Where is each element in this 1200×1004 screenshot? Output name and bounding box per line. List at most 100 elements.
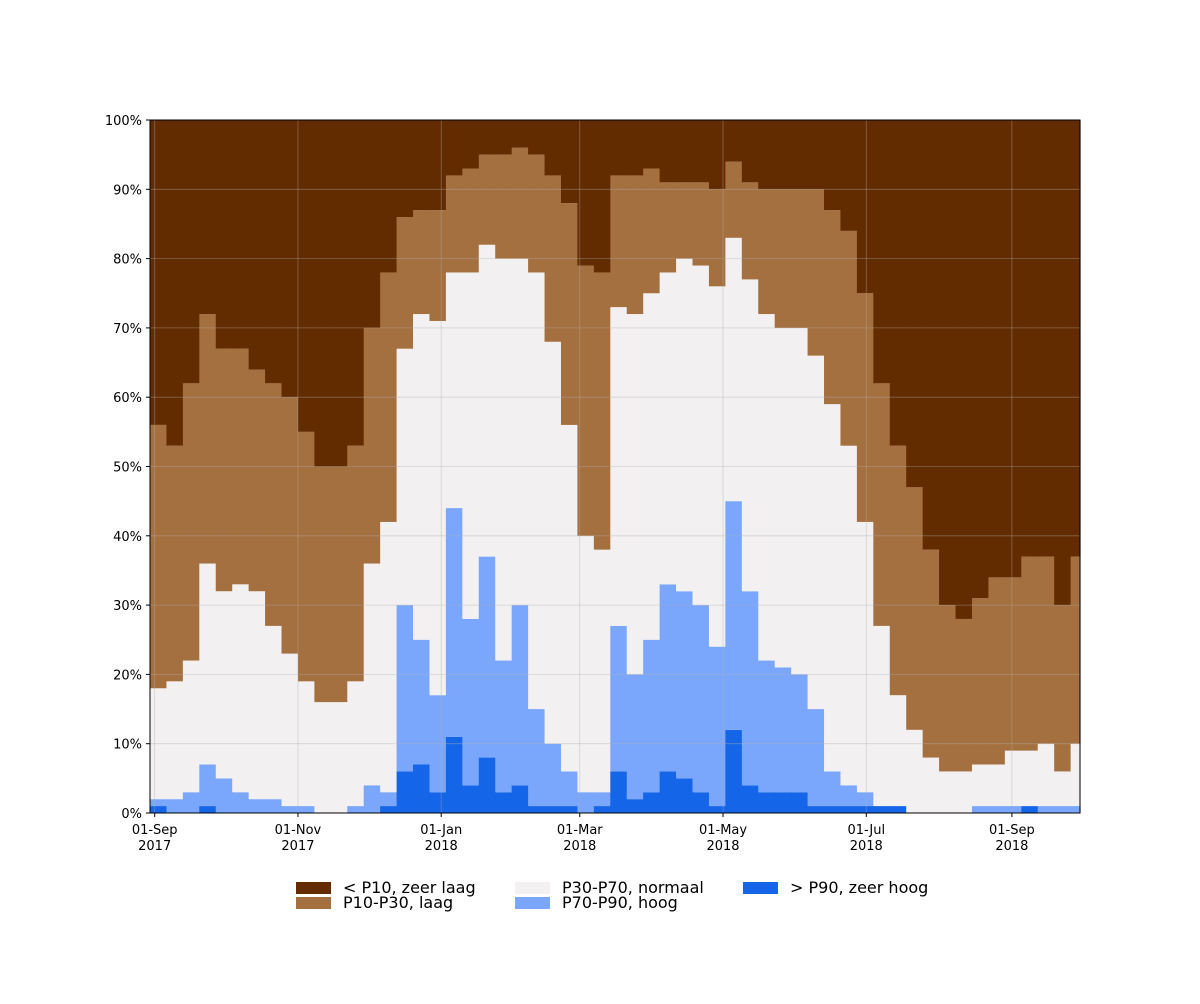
area-segment [478, 556, 496, 758]
area-segment [495, 258, 513, 661]
y-tick-label: 50% [113, 461, 142, 476]
area-segment [659, 584, 677, 772]
area-segment [577, 265, 595, 536]
area-segment [396, 120, 414, 218]
area-segment [906, 729, 924, 813]
area-segment [347, 806, 365, 813]
area-segment [150, 424, 168, 689]
area-segment [758, 120, 776, 190]
area-segment [610, 771, 628, 813]
area-segment [314, 702, 332, 813]
area-segment [347, 681, 365, 807]
area-segment [971, 598, 990, 765]
area-segment [988, 806, 1006, 813]
area-segment [281, 397, 299, 654]
area-segment [248, 591, 266, 800]
area-segment [791, 120, 809, 190]
area-segment [758, 314, 776, 661]
area-segment [791, 792, 809, 813]
area-segment [692, 792, 710, 813]
area-segment [347, 120, 365, 446]
area-segment [774, 189, 792, 328]
area-segment [922, 757, 940, 813]
area-segment [593, 792, 611, 807]
area-segment [265, 625, 283, 800]
area-segment [182, 792, 200, 813]
area-segment [1037, 743, 1055, 807]
area-segment [429, 320, 447, 696]
area-segment [511, 258, 529, 606]
area-segment [1054, 806, 1072, 813]
area-segment [971, 120, 990, 599]
x-tick-label: 01-Sep 2017 [132, 823, 178, 854]
area-segment [1070, 556, 1081, 744]
area-segment [692, 182, 710, 266]
area-segment [347, 445, 365, 682]
area-segment [528, 806, 546, 813]
area-segment [314, 466, 332, 703]
area-segment [462, 618, 480, 786]
area-segment [1070, 743, 1081, 807]
area-segment [906, 487, 924, 730]
area-segment [363, 327, 381, 564]
area-segment [676, 182, 694, 259]
area-segment [330, 702, 348, 813]
area-segment [478, 120, 496, 155]
y-tick-label: 30% [113, 599, 142, 614]
area-segment [708, 806, 726, 813]
area-segment [643, 168, 661, 294]
area-segment [955, 120, 973, 619]
x-tick-label: 01-Mar 2018 [557, 823, 603, 854]
area-segment [610, 120, 628, 176]
area-segment [610, 625, 628, 772]
area-segment [215, 591, 233, 779]
area-segment [725, 161, 743, 238]
area-segment [528, 154, 546, 273]
area-segment [643, 639, 661, 793]
area-segment [856, 792, 874, 807]
area-segment [560, 771, 579, 807]
area-segment [166, 681, 184, 800]
area-segment [1021, 750, 1039, 807]
legend-label: < P10, zeer laag [343, 878, 476, 897]
area-segment [758, 660, 776, 793]
area-segment [593, 120, 611, 273]
area-segment [988, 120, 1006, 578]
area-segment [758, 792, 776, 813]
area-segment [741, 279, 759, 592]
area-segment [659, 182, 677, 273]
area-segment [824, 210, 842, 405]
area-segment [462, 272, 480, 619]
area-segment [199, 120, 217, 315]
area-segment [1054, 771, 1072, 807]
area-segment [676, 591, 694, 779]
area-segment [873, 806, 891, 813]
area-segment [265, 799, 283, 813]
area-segment [528, 272, 546, 710]
area-segment [544, 120, 562, 176]
area-segment [199, 764, 217, 807]
area-segment [1021, 556, 1039, 751]
area-segment [495, 120, 513, 155]
legend-swatch [296, 882, 331, 894]
area-segment [445, 175, 463, 273]
area-segment [873, 625, 891, 807]
area-segment [281, 653, 299, 807]
area-segment [824, 120, 842, 211]
area-segment [478, 244, 496, 557]
area-segment [166, 799, 184, 813]
y-tick-label: 80% [113, 253, 142, 268]
area-segment [150, 688, 168, 800]
area-segment [560, 806, 579, 813]
area-segment [215, 120, 233, 349]
legend-swatch [743, 882, 778, 894]
area-segment [692, 120, 710, 183]
area-segment [314, 120, 332, 467]
area-segment [396, 348, 414, 606]
area-segment [791, 189, 809, 328]
area-segment [495, 154, 513, 259]
area-segment [1037, 556, 1055, 744]
area-segment [626, 674, 644, 800]
area-segment [330, 466, 348, 703]
area-segment [774, 667, 792, 793]
